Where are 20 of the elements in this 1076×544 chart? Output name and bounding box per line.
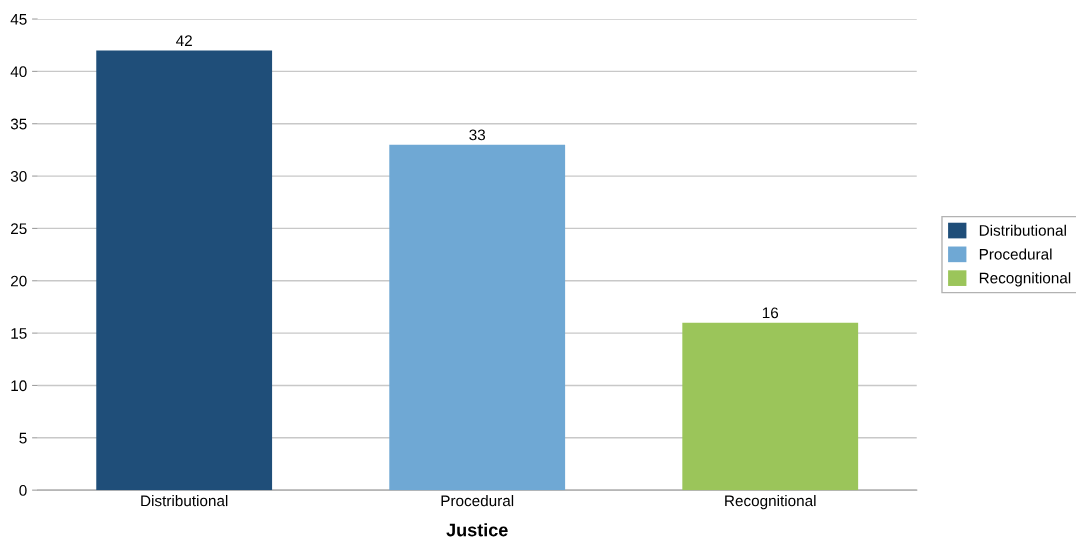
x-axis-title: Justice xyxy=(446,523,508,537)
x-tick-label: Distributional xyxy=(141,495,228,507)
y-tick-label: 15 xyxy=(11,328,27,339)
legend-label: Recognitional xyxy=(979,272,1071,287)
y-tick-label: 20 xyxy=(11,275,27,287)
y-tick-label: 25 xyxy=(11,223,27,235)
data-label: 33 xyxy=(469,129,486,141)
y-tick-label: 40 xyxy=(10,66,27,78)
y-tick-label: 45 xyxy=(10,14,27,25)
y-tick-label: 0 xyxy=(19,485,27,496)
x-tick-label: Recognitional xyxy=(725,495,816,510)
y-tick-label: 30 xyxy=(10,170,27,182)
data-label: 42 xyxy=(176,35,192,46)
y-tick-label: 5 xyxy=(19,432,27,444)
y-tick-label: 35 xyxy=(10,118,27,130)
y-tick-label: 10 xyxy=(11,380,27,392)
legend-label: Distributional xyxy=(979,224,1066,236)
legend-label: Procedural xyxy=(979,248,1052,260)
data-label: 16 xyxy=(762,307,779,319)
x-tick-label: Procedural xyxy=(441,495,514,507)
